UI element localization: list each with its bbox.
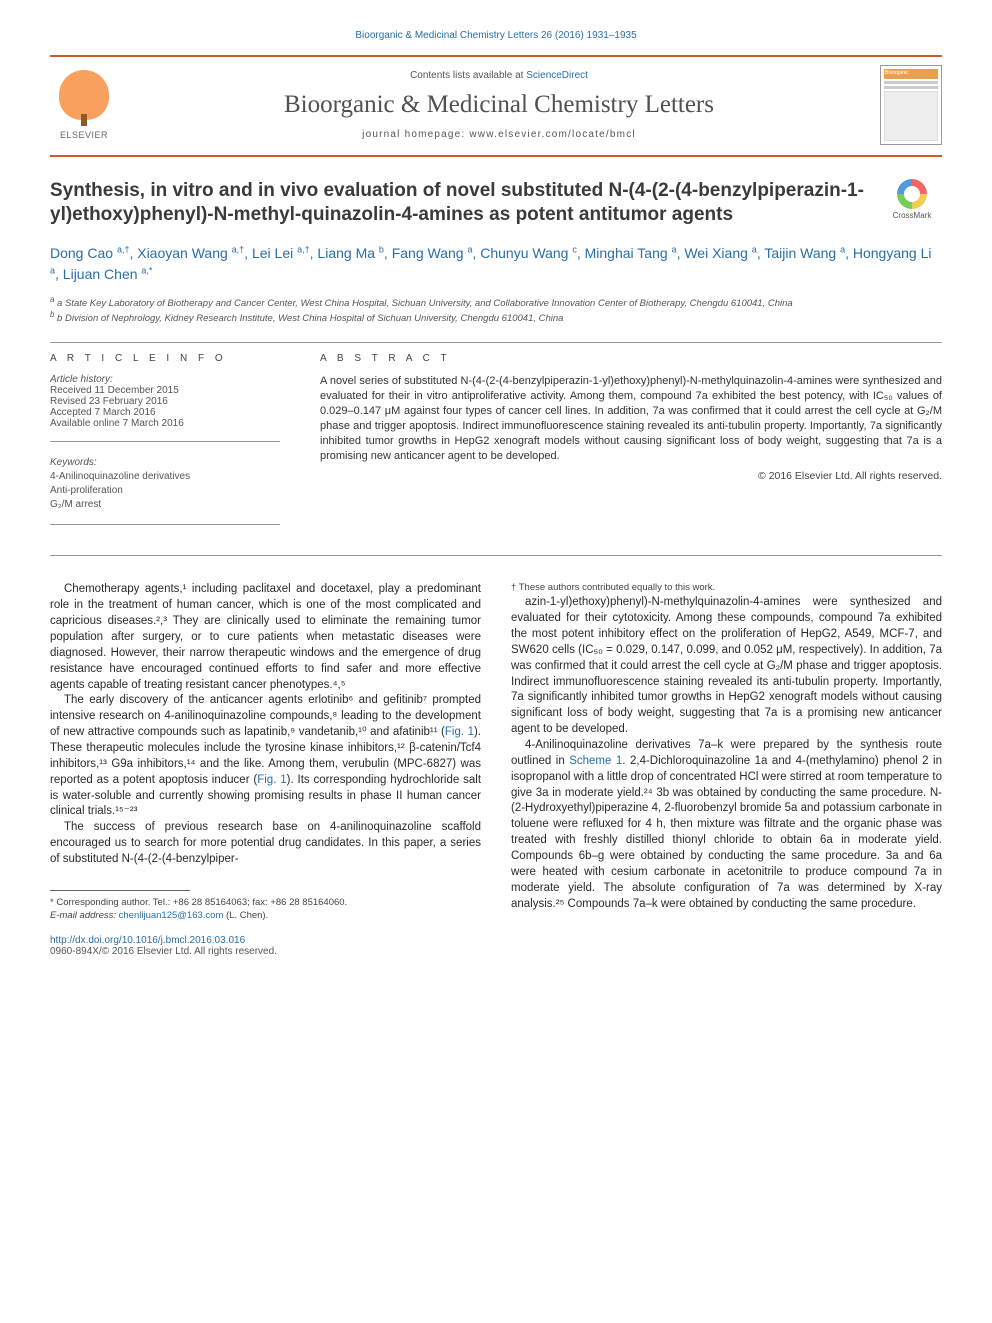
keyword-item: G₂/M arrest bbox=[50, 498, 280, 512]
article-body: Chemotherapy agents,¹ including paclitax… bbox=[50, 582, 942, 922]
author-list: Dong Cao a,†, Xiaoyan Wang a,†, Lei Lei … bbox=[50, 243, 942, 285]
email-line: E-mail address: chenlijuan125@163.com (L… bbox=[50, 910, 481, 923]
sciencedirect-link[interactable]: ScienceDirect bbox=[526, 70, 588, 81]
affiliation-a: a a State Key Laboratory of Biotherapy a… bbox=[50, 295, 942, 311]
keyword-item: 4-Anilinoquinazoline derivatives bbox=[50, 470, 280, 484]
corresponding-author-note: * Corresponding author. Tel.: +86 28 851… bbox=[50, 897, 481, 910]
issn-copyright: 0960-894X/© 2016 Elsevier Ltd. All right… bbox=[50, 946, 942, 957]
figure-link[interactable]: Fig. 1 bbox=[257, 774, 286, 786]
history-received: Received 11 December 2015 bbox=[50, 385, 280, 396]
history-label: Article history: bbox=[50, 374, 113, 385]
body-paragraph: The success of previous research base on… bbox=[50, 820, 481, 868]
doi-link[interactable]: http://dx.doi.org/10.1016/j.bmcl.2016.03… bbox=[50, 935, 942, 946]
contents-prefix: Contents lists available at bbox=[410, 70, 526, 81]
body-paragraph: azin-1-yl)ethoxy)phenyl)-N-methylquinazo… bbox=[511, 595, 942, 738]
publisher-name: ELSEVIER bbox=[60, 130, 108, 140]
body-paragraph: 4-Anilinoquinazoline derivatives 7a–k we… bbox=[511, 738, 942, 912]
abstract-heading: A B S T R A C T bbox=[320, 353, 942, 364]
crossmark-badge[interactable]: CrossMark bbox=[882, 179, 942, 220]
journal-homepage[interactable]: journal homepage: www.elsevier.com/locat… bbox=[138, 129, 860, 140]
article-history-block: Article history: Received 11 December 20… bbox=[50, 374, 280, 442]
contents-available-line: Contents lists available at ScienceDirec… bbox=[138, 70, 860, 81]
equal-contribution-note: † These authors contributed equally to t… bbox=[511, 582, 942, 595]
history-revised: Revised 23 February 2016 bbox=[50, 396, 280, 407]
figure-link[interactable]: Fig. 1 bbox=[445, 726, 474, 738]
history-online: Available online 7 March 2016 bbox=[50, 418, 280, 429]
divider bbox=[50, 342, 942, 343]
elsevier-tree-icon bbox=[59, 70, 109, 120]
keywords-block: Keywords: 4-Anilinoquinazoline derivativ… bbox=[50, 456, 280, 525]
article-title: Synthesis, in vitro and in vivo evaluati… bbox=[50, 179, 864, 227]
body-paragraph: Chemotherapy agents,¹ including paclitax… bbox=[50, 582, 481, 693]
journal-title: Bioorganic & Medicinal Chemistry Letters bbox=[138, 91, 860, 119]
crossmark-icon bbox=[897, 179, 927, 209]
affiliation-b: b b Division of Nephrology, Kidney Resea… bbox=[50, 310, 942, 326]
citation-header: Bioorganic & Medicinal Chemistry Letters… bbox=[50, 30, 942, 41]
history-accepted: Accepted 7 March 2016 bbox=[50, 407, 280, 418]
publisher-logo[interactable]: ELSEVIER bbox=[50, 70, 118, 140]
email-link[interactable]: chenlijuan125@163.com bbox=[119, 910, 224, 921]
keyword-item: Anti-proliferation bbox=[50, 484, 280, 498]
abstract-text: A novel series of substituted N-(4-(2-(4… bbox=[320, 374, 942, 463]
footnote-separator bbox=[50, 890, 190, 891]
body-paragraph: The early discovery of the anticancer ag… bbox=[50, 693, 481, 820]
abstract-copyright: © 2016 Elsevier Ltd. All rights reserved… bbox=[320, 470, 942, 482]
scheme-link[interactable]: Scheme 1 bbox=[569, 755, 622, 767]
divider bbox=[50, 555, 942, 556]
crossmark-label: CrossMark bbox=[893, 211, 932, 220]
article-info-heading: A R T I C L E I N F O bbox=[50, 353, 280, 364]
journal-cover-thumbnail[interactable]: Bioorganic bbox=[880, 65, 942, 145]
journal-header-band: ELSEVIER Contents lists available at Sci… bbox=[50, 55, 942, 157]
keywords-label: Keywords: bbox=[50, 457, 97, 468]
